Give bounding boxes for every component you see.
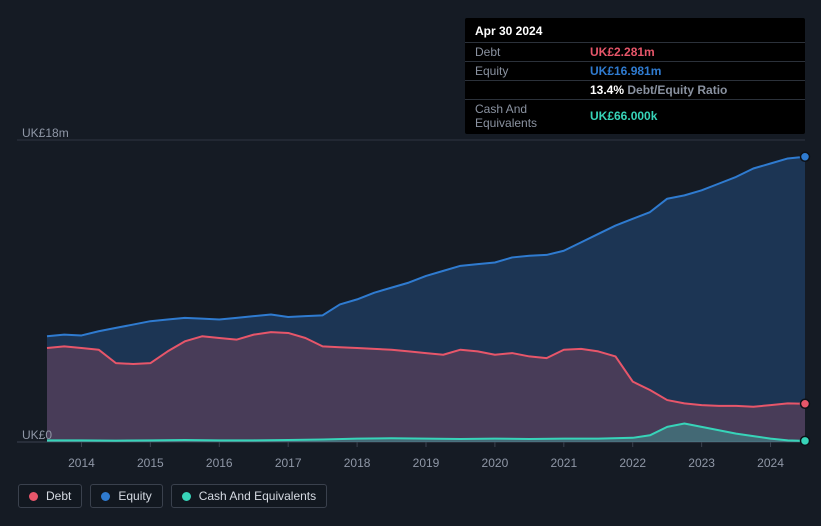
legend-label: Cash And Equivalents bbox=[199, 489, 316, 503]
x-tick: 2017 bbox=[275, 456, 302, 470]
y-axis-label: UK£0 bbox=[22, 428, 52, 442]
tooltip-value: UK£16.981m bbox=[590, 64, 661, 78]
tooltip-row: EquityUK£16.981m bbox=[465, 61, 805, 80]
tooltip-value: UK£2.281m bbox=[590, 45, 655, 59]
x-tick: 2021 bbox=[550, 456, 577, 470]
tooltip-row: 13.4% Debt/Equity Ratio bbox=[465, 80, 805, 99]
x-tick: 2015 bbox=[137, 456, 164, 470]
end-marker-equity bbox=[801, 152, 810, 161]
tooltip-value: 13.4% Debt/Equity Ratio bbox=[590, 83, 727, 97]
tooltip-value: UK£66.000k bbox=[590, 109, 657, 123]
tooltip-date: Apr 30 2024 bbox=[465, 24, 805, 42]
x-tick: 2016 bbox=[206, 456, 233, 470]
end-marker-cash bbox=[801, 436, 810, 445]
x-tick: 2019 bbox=[413, 456, 440, 470]
chart-legend: Debt Equity Cash And Equivalents bbox=[18, 484, 327, 508]
x-tick: 2020 bbox=[482, 456, 509, 470]
x-tick: 2018 bbox=[344, 456, 371, 470]
tooltip-label: Cash And Equivalents bbox=[475, 102, 590, 130]
x-tick: 2024 bbox=[757, 456, 784, 470]
legend-dot-icon bbox=[101, 492, 110, 501]
legend-dot-icon bbox=[29, 492, 38, 501]
end-marker-debt bbox=[801, 399, 810, 408]
tooltip-row: DebtUK£2.281m bbox=[465, 42, 805, 61]
data-point-tooltip: Apr 30 2024DebtUK£2.281mEquityUK£16.981m… bbox=[465, 18, 805, 134]
legend-label: Debt bbox=[46, 489, 71, 503]
x-tick: 2014 bbox=[68, 456, 95, 470]
tooltip-row: Cash And EquivalentsUK£66.000k bbox=[465, 99, 805, 132]
x-tick: 2023 bbox=[688, 456, 715, 470]
x-tick: 2022 bbox=[619, 456, 646, 470]
legend-item-equity[interactable]: Equity bbox=[90, 484, 162, 508]
legend-item-cash[interactable]: Cash And Equivalents bbox=[171, 484, 327, 508]
tooltip-label: Debt bbox=[475, 45, 590, 59]
legend-dot-icon bbox=[182, 492, 191, 501]
x-axis: 2014 2015 2016 2017 2018 2019 2020 2021 2022 2023… bbox=[0, 456, 821, 472]
tooltip-label: Equity bbox=[475, 64, 590, 78]
legend-item-debt[interactable]: Debt bbox=[18, 484, 82, 508]
legend-label: Equity bbox=[118, 489, 151, 503]
y-axis-label: UK£18m bbox=[22, 126, 69, 140]
